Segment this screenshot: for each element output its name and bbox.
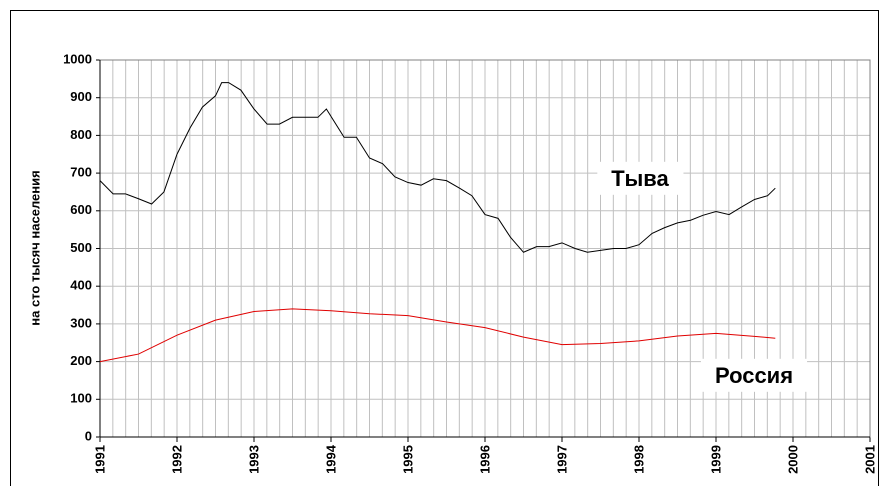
y-tick-label: 300 [70, 315, 92, 330]
x-tick-label: 1995 [400, 445, 415, 474]
annotation-bg [700, 358, 808, 392]
x-tick-label: 1999 [708, 445, 723, 474]
x-tick-label: 1993 [246, 445, 261, 474]
x-tick-label: 1997 [554, 445, 569, 474]
y-axis-label: на сто тысяч населения [27, 170, 42, 325]
annotation: Тыва [611, 166, 669, 191]
series-line [99, 308, 776, 363]
x-tick-label: 1994 [323, 444, 338, 474]
frame [10, 10, 879, 486]
y-tick-label: 200 [70, 353, 92, 368]
x-tick-label: 1998 [631, 445, 646, 474]
annotation: Россия [715, 363, 793, 388]
x-tick-label: 1996 [477, 445, 492, 474]
x-tick-label: 1992 [169, 445, 184, 474]
series-line [99, 82, 776, 253]
y-tick-label: 800 [70, 127, 92, 142]
x-tick-label: 2001 [862, 445, 877, 474]
x-tick-label: 2000 [785, 445, 800, 474]
annotation-bg [597, 161, 684, 195]
y-tick-label: 600 [70, 202, 92, 217]
y-tick-label: 400 [70, 278, 92, 293]
y-tick-label: 1000 [63, 51, 92, 66]
y-tick-label: 0 [85, 428, 92, 443]
y-tick-label: 500 [70, 240, 92, 255]
x-tick-label: 1991 [92, 445, 107, 474]
y-tick-label: 100 [70, 391, 92, 406]
y-tick-label: 700 [70, 165, 92, 180]
y-tick-label: 900 [70, 89, 92, 104]
